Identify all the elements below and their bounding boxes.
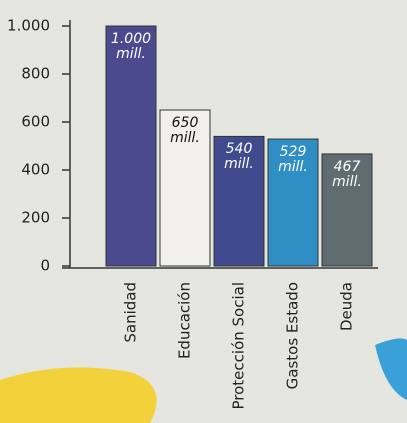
decoration bbox=[0, 368, 157, 423]
page: 0 200 400 600 800 1.000 Sanidad Educación Protec… bbox=[0, 0, 407, 423]
x-tick-label: Sanidad bbox=[122, 282, 140, 343]
x-tick-label: Protección Social bbox=[230, 282, 248, 410]
y-tick-label: 400 bbox=[21, 161, 50, 179]
chart: 0 200 400 600 800 1.000 Sanidad Educación Protec… bbox=[0, 0, 407, 423]
x-tick-label: Gastos Estado bbox=[284, 282, 302, 389]
value-label: 529 mill. bbox=[268, 145, 318, 175]
value-label: 650 mill. bbox=[160, 116, 210, 146]
x-tick-label: Deuda bbox=[338, 282, 356, 331]
y-tick-label: 200 bbox=[21, 209, 50, 227]
value-label: 540 mill. bbox=[214, 142, 264, 172]
y-tick-label: 600 bbox=[21, 113, 50, 131]
decoration bbox=[375, 338, 407, 400]
y-tick-label: 1.000 bbox=[7, 17, 50, 35]
y-tick-label: 0 bbox=[40, 257, 50, 275]
bar bbox=[106, 26, 156, 266]
value-label: 467 mill. bbox=[322, 160, 372, 190]
y-tick-label: 800 bbox=[21, 65, 50, 83]
x-tick-label: Educación bbox=[176, 282, 194, 359]
value-label: 1.000 mill. bbox=[106, 32, 156, 62]
